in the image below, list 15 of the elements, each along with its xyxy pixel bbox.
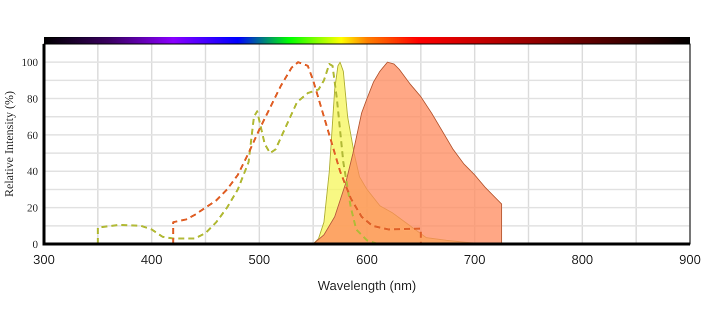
x-tick-label: 900 bbox=[679, 252, 701, 267]
x-tick-label: 400 bbox=[140, 252, 163, 267]
y-tick-label: 40 bbox=[27, 166, 38, 178]
x-tick-label: 500 bbox=[248, 252, 270, 267]
y-tick-label: 100 bbox=[22, 57, 38, 70]
y-axis-title: Relative Intensity (%) bbox=[2, 91, 16, 197]
x-tick-label: 600 bbox=[356, 252, 378, 267]
x-tick-label: 800 bbox=[571, 252, 594, 267]
y-tick-label: 0 bbox=[32, 238, 38, 251]
y-tick-label: 80 bbox=[27, 93, 38, 106]
y-tick-label: 60 bbox=[27, 130, 38, 142]
x-axis-title: Wavelength (nm) bbox=[318, 278, 416, 293]
x-tick-label: 300 bbox=[33, 252, 55, 267]
x-tick-label: 700 bbox=[464, 252, 486, 267]
y-tick-label: 20 bbox=[27, 202, 38, 214]
